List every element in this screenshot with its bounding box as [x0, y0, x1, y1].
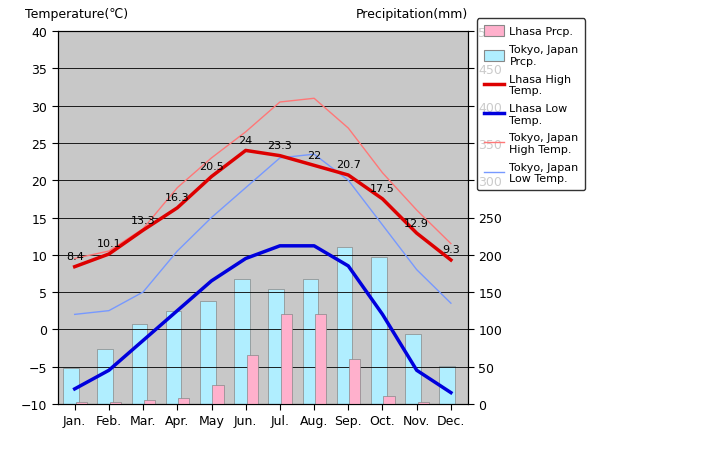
Text: Precipitation(mm): Precipitation(mm)	[356, 8, 468, 21]
Bar	[63, 368, 79, 404]
Bar	[212, 386, 223, 404]
Bar	[371, 257, 387, 404]
Bar	[439, 366, 455, 404]
Bar	[97, 349, 113, 404]
Text: 12.9: 12.9	[404, 218, 429, 228]
Text: 13.3: 13.3	[131, 215, 156, 225]
Bar	[132, 325, 148, 404]
Bar	[200, 301, 216, 404]
Text: 23.3: 23.3	[268, 141, 292, 151]
Text: 22: 22	[307, 151, 321, 161]
Bar	[269, 290, 284, 404]
Text: 16.3: 16.3	[165, 193, 189, 203]
Bar	[384, 397, 395, 404]
Text: 17.5: 17.5	[370, 184, 395, 194]
Bar	[247, 356, 258, 404]
Bar	[179, 398, 189, 404]
Bar	[315, 315, 326, 404]
Text: 24: 24	[238, 135, 253, 146]
Legend: Lhasa Prcp., Tokyo, Japan
Prcp., Lhasa High
Temp., Lhasa Low
Temp., Tokyo, Japan: Lhasa Prcp., Tokyo, Japan Prcp., Lhasa H…	[477, 19, 585, 190]
Text: 8.4: 8.4	[66, 252, 84, 262]
Bar	[302, 279, 318, 404]
Bar	[405, 335, 421, 404]
Text: Temperature(℃): Temperature(℃)	[24, 8, 128, 21]
Text: 20.7: 20.7	[336, 160, 361, 170]
Text: 20.5: 20.5	[199, 162, 224, 172]
Text: 10.1: 10.1	[96, 239, 121, 249]
Bar	[349, 359, 360, 404]
Bar	[281, 315, 292, 404]
Bar	[110, 402, 121, 404]
Bar	[144, 400, 155, 404]
Bar	[234, 279, 250, 404]
Text: 9.3: 9.3	[442, 245, 460, 255]
Bar	[337, 248, 353, 404]
Bar	[76, 403, 86, 404]
Bar	[166, 312, 181, 404]
Bar	[418, 402, 428, 404]
